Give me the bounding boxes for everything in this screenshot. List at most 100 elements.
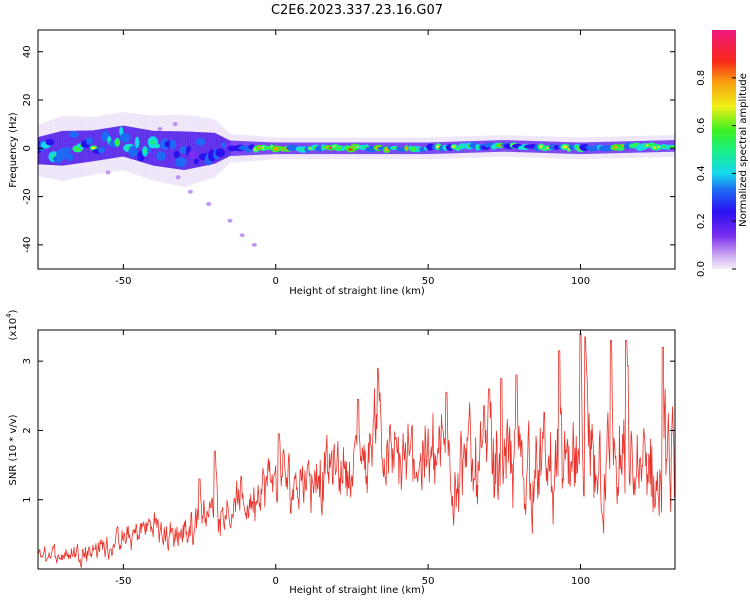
spectrogram-cell	[146, 146, 151, 154]
colorbar-tick-label: 0.8	[696, 70, 707, 86]
spectrogram-outlier	[157, 126, 163, 131]
spectrogram-outlier	[239, 233, 245, 238]
spectrogram-band-cell	[225, 138, 228, 158]
spectrogram-band-cell	[221, 136, 224, 160]
spectrogram-band-cell	[206, 132, 210, 166]
snr-y-tick-label: 1	[22, 497, 33, 503]
spectrogram-peak-cell	[618, 147, 623, 150]
spectrogram-peak-cell	[150, 139, 156, 145]
spectrogram-peak-cell	[108, 138, 111, 143]
spectrogram-band-cell	[67, 130, 71, 165]
spectrogram-outlier	[172, 122, 178, 127]
spectrogram-band-cell	[126, 126, 129, 158]
svg-text:(x104): (x104)	[5, 309, 19, 340]
spectrogram-band-cell	[142, 129, 146, 163]
spectrogram-x-tick-label: 0	[273, 276, 279, 287]
spectrogram-cell	[60, 147, 72, 154]
spectrogram-band-cell	[45, 134, 49, 165]
spectrogram-cell	[134, 136, 140, 149]
spectrogram-peak-cell	[384, 148, 389, 152]
spectrogram-band-cell	[128, 126, 131, 159]
spectrogram-peak-cell	[115, 140, 119, 145]
spectrogram-band-cell	[53, 132, 56, 166]
spectrogram-cell	[419, 147, 426, 153]
spectrogram-outlier	[206, 201, 212, 206]
colorbar-tick-label: 0.0	[696, 261, 707, 277]
spectrogram-y-tick-label: 40	[22, 45, 33, 58]
spectrogram-y-axis-label: Frequency (Hz)	[8, 112, 19, 188]
snr-x-axis-label: Height of straight line (km)	[289, 585, 425, 596]
spectrogram-band-cell	[223, 137, 226, 159]
snr-y-axis-label: SNR (10 * v/v)	[8, 414, 19, 485]
spectrogram-band-cell	[95, 129, 98, 161]
spectrogram-band-cell	[131, 127, 135, 160]
spectrogram-band-cell	[199, 132, 202, 167]
spectrogram-x-tick-label: 100	[571, 276, 590, 287]
spectrogram-cell	[195, 138, 206, 146]
spectrogram-cell	[194, 158, 199, 165]
spectrogram-peak-cell	[265, 147, 271, 149]
spectrogram-cell	[97, 146, 106, 154]
spectrogram-outlier	[187, 189, 193, 194]
spectrogram-heatmap	[38, 112, 675, 247]
spectrogram-band-cell	[130, 126, 133, 159]
snr-series-line	[38, 333, 675, 568]
spectrogram-cell	[215, 148, 226, 158]
spectrogram-peak-cell	[392, 147, 398, 149]
spectrogram-outlier	[175, 175, 181, 180]
spectrogram-band-cell	[194, 131, 197, 168]
spectrogram-cell	[66, 152, 74, 162]
spectrogram-peak-cell	[360, 146, 366, 149]
spectrogram-band-cell	[47, 134, 51, 165]
spectrogram-cell	[85, 137, 94, 145]
spectrogram-band-cell	[203, 132, 206, 166]
snr-scale-exponent: 4	[5, 313, 13, 318]
snr-y-tick-label: 2	[22, 427, 33, 433]
spectrogram-band-cell	[141, 128, 144, 163]
chart-title: C2E6.2023.337.23.16.G07	[271, 3, 443, 18]
spectrogram-cell	[119, 126, 124, 136]
snr-x-tick-label: 50	[422, 576, 435, 587]
spectrogram-y-tick-label: 0	[22, 145, 33, 151]
snr-y-tick-label: 3	[22, 358, 33, 364]
spectrogram-band-cell	[177, 131, 181, 170]
colorbar-tick-label: 0.4	[696, 165, 707, 181]
spectrogram-peak-cell	[91, 146, 96, 149]
spectrogram-band-cell	[197, 132, 201, 168]
snr-y-ticks: 1 2 3	[22, 358, 675, 503]
spectrogram-band-cell	[190, 131, 193, 169]
spectrogram-band-cell	[55, 132, 58, 166]
spectrogram-peak-cell	[322, 145, 325, 150]
spectrogram-peak-cell	[668, 145, 675, 148]
spectrogram-band-cell	[192, 131, 195, 169]
spectrogram-outlier	[251, 242, 257, 247]
spectrogram-y-tick-label: 20	[22, 94, 33, 107]
spectrogram-cell	[188, 150, 197, 159]
snr-x-tick-label: -50	[115, 576, 131, 587]
spectrogram-cell	[173, 150, 180, 159]
spectrogram-band-cell	[44, 135, 47, 165]
spectrogram-cell	[169, 139, 176, 150]
spectrogram-peak-cell	[155, 144, 159, 148]
spectrogram-band-cell	[173, 131, 177, 169]
spectrogram-band-cell	[217, 135, 221, 162]
snr-frame	[37, 329, 676, 570]
spectrogram-cell	[45, 138, 55, 146]
spectrogram-band-cell	[56, 132, 60, 166]
spectrogram-peak-cell	[143, 149, 147, 154]
spectrogram-band-cell	[175, 131, 179, 169]
spectrogram-band-cell	[159, 131, 162, 167]
spectrogram-cell	[68, 131, 79, 138]
spectrogram-cell	[426, 143, 435, 151]
spectrogram-band-cell	[168, 131, 171, 168]
spectrogram-y-ticks: -40 -20 0 20 40	[22, 45, 675, 253]
spectrogram-band-cell	[104, 128, 107, 160]
spectrogram-band-cell	[69, 130, 73, 165]
snr-x-tick-label: 0	[273, 576, 279, 587]
spectrogram-outlier	[227, 218, 233, 223]
spectrogram-y-tick-label: -40	[22, 237, 33, 253]
spectrogram-x-tick-label: -50	[115, 276, 131, 287]
spectrogram-band-cell	[208, 132, 212, 165]
spectrogram-cell	[174, 157, 187, 168]
